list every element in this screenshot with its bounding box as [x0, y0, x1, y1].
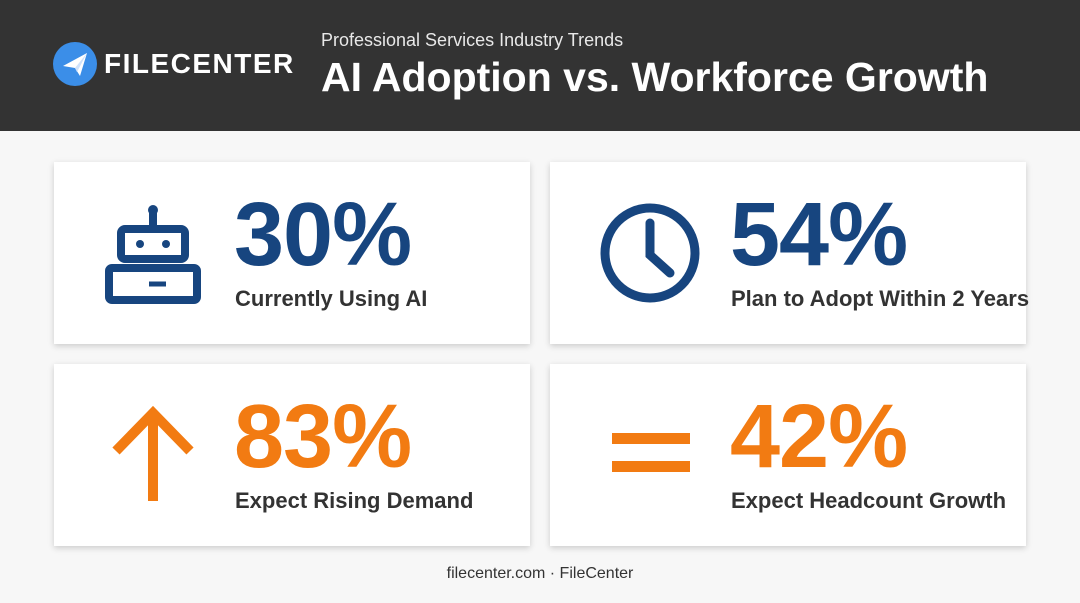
stat-value: 54%	[730, 185, 908, 285]
stat-card: 54% Plan to Adopt Within 2 Years	[550, 162, 1030, 344]
title: AI Adoption vs. Workforce Growth	[321, 54, 989, 100]
subtitle: Professional Services Industry Trends	[321, 30, 624, 50]
stat-label: Expect Headcount Growth	[731, 488, 1007, 513]
stat-card: 83% Expect Rising Demand	[54, 364, 530, 546]
logo	[53, 42, 97, 86]
header: FILECENTER Professional Services Industr…	[0, 0, 1080, 131]
robot-icon	[105, 205, 201, 304]
stat-value: 30%	[234, 185, 412, 285]
stat-label: Currently Using AI	[235, 286, 428, 311]
clock-icon	[600, 203, 700, 303]
stat-value: 42%	[730, 387, 908, 487]
stat-value: 83%	[234, 387, 412, 487]
footer: filecenter.com · FileCenter	[446, 565, 634, 582]
stat-card: 42% Expect Headcount Growth	[550, 364, 1026, 546]
equals-icon	[612, 433, 690, 472]
arrow-up-icon	[112, 405, 194, 501]
stat-card: 30% Currently Using AI	[54, 162, 530, 344]
brand: FILECENTER	[104, 48, 295, 79]
stat-label: Expect Rising Demand	[235, 488, 474, 513]
stat-label: Plan to Adopt Within 2 Years	[731, 286, 1030, 311]
